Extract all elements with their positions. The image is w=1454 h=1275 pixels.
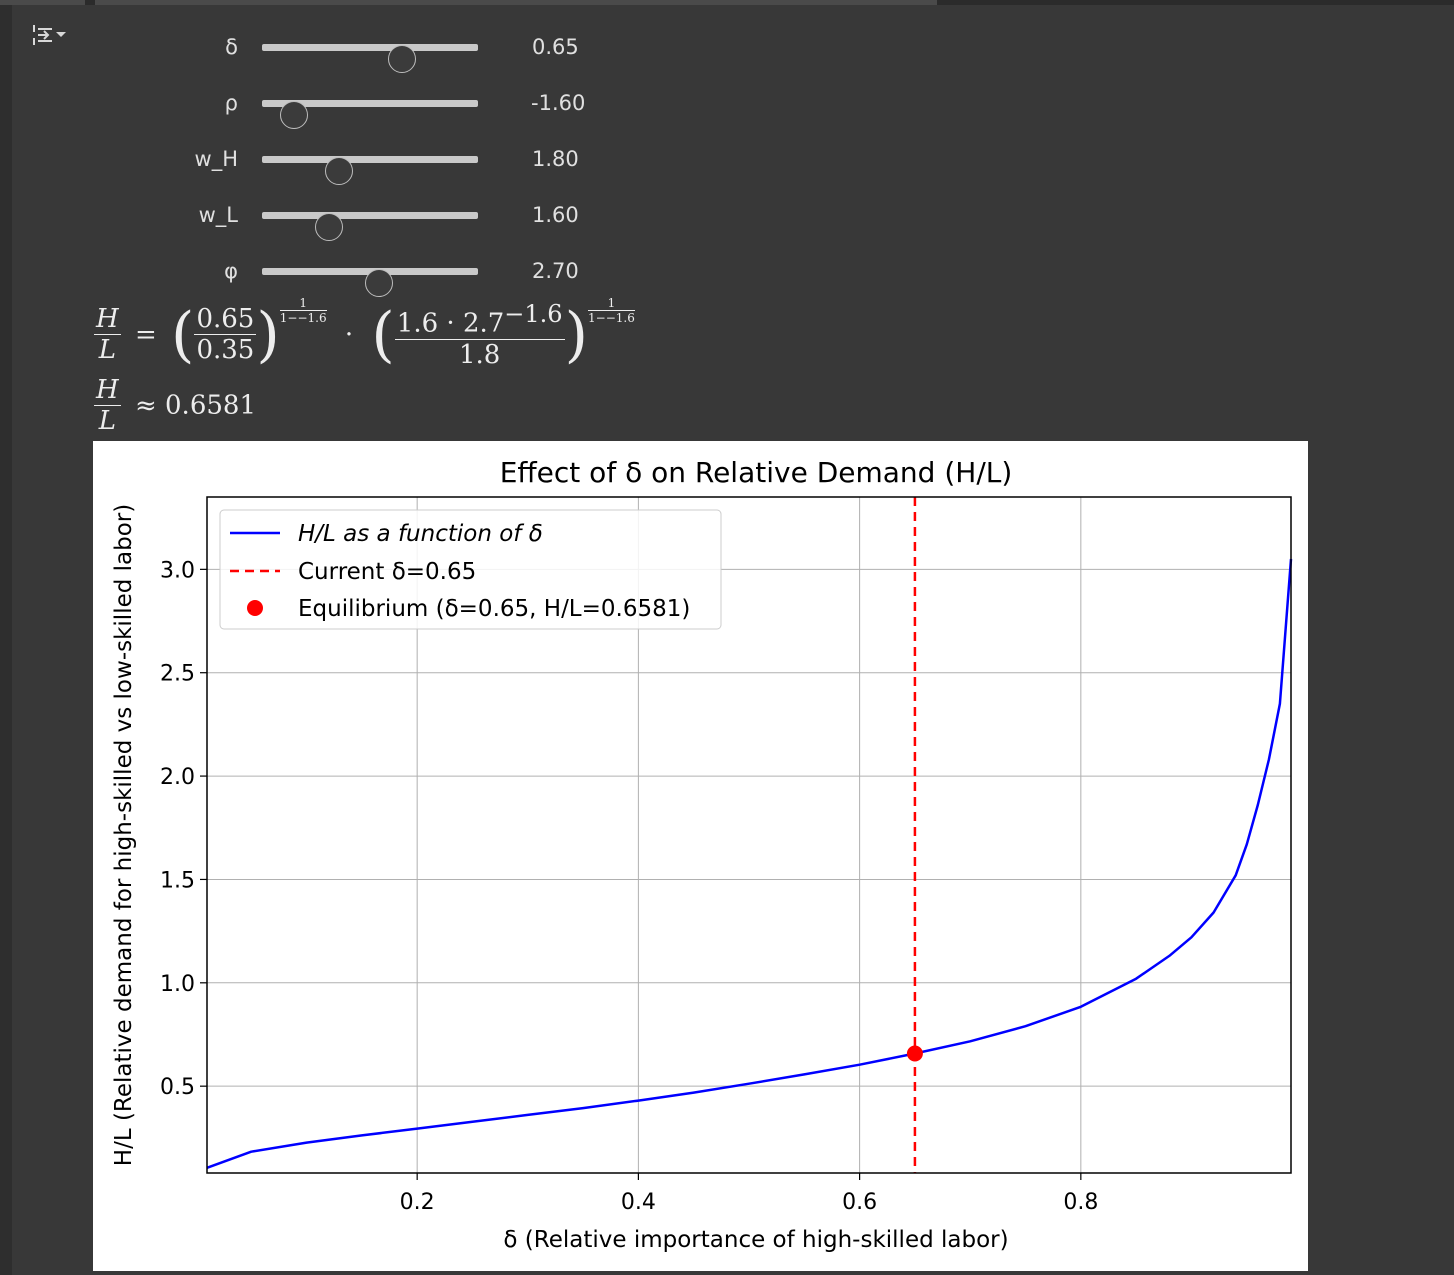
slider-value: 2.70 <box>532 259 579 283</box>
x-axis-label: δ (Relative importance of high-skilled l… <box>503 1227 1008 1253</box>
slider-label: φ <box>224 259 238 283</box>
second-numerator-base: 1.6 · 2.7 <box>396 308 505 339</box>
approx-sign: ≈ <box>134 390 157 421</box>
lhs-denominator: L <box>98 335 116 366</box>
second-denominator: 1.8 <box>459 339 501 370</box>
series-line-hl <box>206 558 1293 1169</box>
y-tick-label: 2.5 <box>160 662 195 687</box>
legend-entry-point: Equilibrium (δ=0.65, H/L=0.6581) <box>298 596 690 622</box>
result-value: 0.6581 <box>165 390 256 421</box>
equation-result: H L ≈ 0.6581 <box>94 375 256 437</box>
slider-handle[interactable] <box>324 157 353 185</box>
slider-track[interactable] <box>262 268 478 297</box>
first-denominator: 0.35 <box>196 335 255 366</box>
equation-formula: H L = ( 0.65 0.35 ) 1 1−−1.6 · ( 1.6 · 2… <box>94 296 635 370</box>
paren-right: ) <box>256 299 280 370</box>
second-numerator: 1.6 · 2.7−1.6 <box>394 300 565 340</box>
legend-entry-curve: H/L as a function of δ <box>298 521 543 547</box>
chart-svg: Effect of δ on Relative Demand (H/L) 0.2… <box>111 456 1293 1253</box>
slider-value: 1.80 <box>532 147 579 171</box>
exponent-numerator: 1 <box>588 296 635 311</box>
slider-delta[interactable]: δ 0.65 <box>150 32 650 73</box>
slider-w-l[interactable]: w_L 1.60 <box>150 200 650 241</box>
slider-handle[interactable] <box>364 269 393 297</box>
y-tick-label: 1.0 <box>160 972 195 997</box>
paren-left: ( <box>171 299 195 370</box>
slider-value: 1.60 <box>532 203 579 227</box>
chart-title: Effect of δ on Relative Demand (H/L) <box>500 456 1013 489</box>
first-numerator: 0.65 <box>194 304 257 336</box>
second-fraction: 1.6 · 2.7−1.6 1.8 <box>394 300 565 370</box>
y-axis-label: H/L (Relative demand for high-skilled vs… <box>111 504 137 1166</box>
legend-box <box>219 509 722 630</box>
x-tick-label: 0.2 <box>400 1190 435 1215</box>
slider-track[interactable] <box>262 156 478 185</box>
y-tick-label: 2.0 <box>160 765 195 790</box>
second-exponent: 1 1−−1.6 <box>588 296 635 325</box>
first-fraction: 0.65 0.35 <box>194 304 257 366</box>
slider-w-h[interactable]: w_H 1.80 <box>150 144 650 185</box>
x-tick-label: 0.4 <box>621 1190 656 1215</box>
y-tick-label: 3.0 <box>160 558 195 583</box>
lhs-fraction: H L <box>94 304 121 365</box>
exponent-numerator: 1 <box>279 296 327 311</box>
result-lhs-fraction: H L <box>94 375 121 436</box>
slider-label: w_L <box>198 203 238 227</box>
slider-phi[interactable]: φ 2.70 <box>150 256 650 297</box>
result-denominator: L <box>98 406 116 436</box>
slider-handle[interactable] <box>388 45 417 73</box>
exponent-denominator: 1−−1.6 <box>279 311 327 325</box>
equals-sign: = <box>134 319 157 350</box>
legend: H/L as a function of δ Current δ=0.65 Eq… <box>219 509 722 630</box>
multiply-dot: · <box>344 319 354 350</box>
slider-value: -1.60 <box>531 91 586 115</box>
slider-handle[interactable] <box>314 213 343 241</box>
legend-point-swatch <box>247 600 263 616</box>
output-toggle-button[interactable] <box>28 18 72 52</box>
top-border-segment <box>95 0 937 5</box>
top-border-segment <box>0 0 85 5</box>
slider-track[interactable] <box>262 212 478 241</box>
slider-handle[interactable] <box>279 101 308 129</box>
slider-label: δ <box>225 35 238 59</box>
paren-right: ) <box>564 299 588 370</box>
equilibrium-point <box>906 1045 923 1062</box>
plot-area <box>206 497 1293 1173</box>
axis-ticks: 0.2 0.4 0.6 0.8 0.5 1.0 1.5 2.0 2.5 3.0 <box>160 558 1098 1215</box>
legend-entry-vline: Current δ=0.65 <box>298 559 476 585</box>
lhs-numerator: H <box>94 304 121 336</box>
slider-label: ρ <box>224 91 238 115</box>
y-tick-label: 1.5 <box>160 868 195 893</box>
slider-label: w_H <box>194 147 238 171</box>
slider-track[interactable] <box>262 44 478 73</box>
second-numerator-exponent: −1.6 <box>504 300 563 328</box>
cell-gutter <box>0 5 12 1275</box>
result-numerator: H <box>94 375 121 406</box>
plot-figure: Effect of δ on Relative Demand (H/L) 0.2… <box>93 441 1308 1271</box>
slider-track[interactable] <box>262 100 478 129</box>
x-tick-label: 0.6 <box>842 1190 877 1215</box>
cell-top-border <box>0 0 1454 5</box>
paren-left: ( <box>371 299 395 370</box>
y-tick-label: 0.5 <box>160 1075 195 1100</box>
output-collapse-icon <box>33 25 66 45</box>
axes-frame <box>206 496 1292 1174</box>
slider-value: 0.65 <box>532 35 579 59</box>
first-exponent: 1 1−−1.6 <box>279 296 327 325</box>
x-tick-label: 0.8 <box>1063 1190 1098 1215</box>
exponent-denominator: 1−−1.6 <box>588 311 635 325</box>
slider-rho[interactable]: ρ -1.60 <box>150 88 650 129</box>
